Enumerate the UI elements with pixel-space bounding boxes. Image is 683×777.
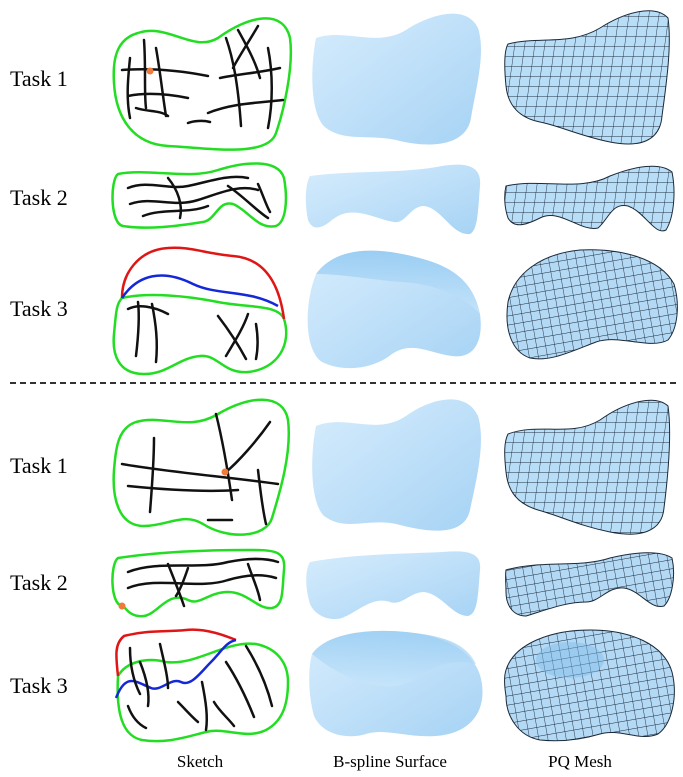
sketch-point [146, 67, 154, 75]
sketch-boundary [112, 17, 293, 151]
mesh-panel-row2 [500, 162, 680, 242]
mesh-panel-row1 [500, 6, 680, 152]
sketch-boundary [116, 642, 290, 743]
red-curve [115, 628, 237, 677]
section-divider [10, 382, 676, 384]
sketch-boundary [112, 398, 290, 536]
column-label-mesh: PQ Mesh [548, 752, 612, 771]
surface-panel-row6 [306, 624, 486, 742]
sketch-panel-row2 [108, 160, 288, 232]
column-label-sketch: Sketch [176, 752, 224, 771]
sketch-boundary [111, 162, 288, 229]
blue-curve [114, 638, 237, 699]
sketch-panel-row3 [108, 244, 294, 376]
column-label-surface: B-spline Surface [333, 752, 447, 771]
row-label-task1-top: Task 1 [10, 66, 68, 91]
surface-panel-row3 [302, 244, 486, 374]
row-label-task1-bottom: Task 1 [10, 453, 68, 478]
row-label-task3-top: Task 3 [10, 296, 68, 321]
surface-panel-row2 [302, 160, 486, 240]
sketch-panel-row4 [108, 392, 294, 542]
mesh-panel-row4 [500, 392, 680, 540]
mesh-panel-row3 [500, 244, 680, 364]
sketch-boundary [112, 293, 288, 376]
row-label-task2-bottom: Task 2 [10, 570, 68, 595]
row-label-task3-bottom: Task 3 [10, 673, 68, 698]
sketch-panel-row5 [108, 544, 288, 620]
mesh-panel-row6 [500, 624, 680, 746]
sketch-point [221, 468, 229, 476]
sketch-panel-row6 [106, 622, 292, 746]
red-curve [120, 246, 286, 320]
mesh-panel-row5 [500, 544, 680, 624]
sketch-boundary [111, 548, 286, 618]
surface-panel-row1 [306, 8, 486, 158]
blue-curve [120, 274, 279, 308]
surface-panel-row5 [302, 544, 486, 624]
sketch-panel-row1 [108, 8, 294, 158]
row-label-task2-top: Task 2 [10, 185, 68, 210]
surface-panel-row4 [306, 392, 486, 542]
sketch-point [118, 602, 126, 610]
